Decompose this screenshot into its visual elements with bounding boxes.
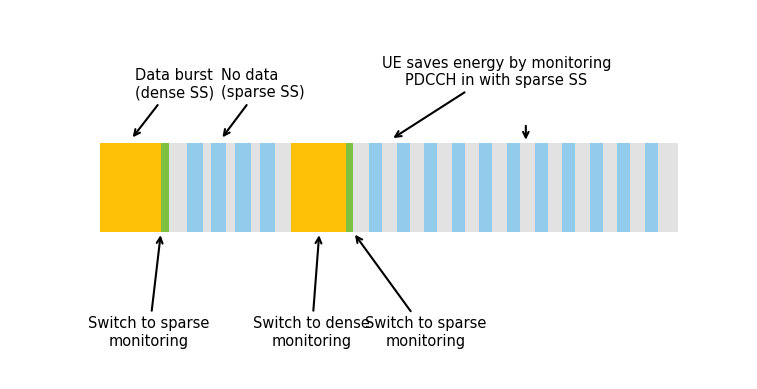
Text: UE saves energy by monitoring
PDCCH in with sparse SS: UE saves energy by monitoring PDCCH in w…: [382, 56, 611, 137]
Bar: [507, 142, 520, 232]
Text: Switch to sparse
monitoring: Switch to sparse monitoring: [357, 237, 487, 349]
Bar: [235, 142, 251, 232]
Bar: [479, 142, 492, 232]
Bar: [210, 142, 226, 232]
Text: Data burst
(dense SS): Data burst (dense SS): [134, 68, 213, 135]
Bar: [590, 142, 603, 232]
Bar: [562, 142, 575, 232]
Bar: [161, 142, 169, 232]
Bar: [187, 142, 203, 232]
Bar: [397, 142, 410, 232]
Bar: [534, 142, 547, 232]
Bar: [369, 142, 382, 232]
Bar: [291, 142, 347, 232]
Text: No data
(sparse SS): No data (sparse SS): [221, 68, 304, 135]
Bar: [645, 142, 658, 232]
Bar: [101, 142, 162, 232]
Bar: [346, 142, 354, 232]
Bar: [425, 142, 438, 232]
Text: Switch to dense
monitoring: Switch to dense monitoring: [254, 237, 370, 349]
Bar: [260, 142, 276, 232]
Bar: [618, 142, 631, 232]
Bar: [452, 142, 465, 232]
Text: Switch to sparse
monitoring: Switch to sparse monitoring: [89, 237, 210, 349]
Bar: [101, 142, 678, 232]
